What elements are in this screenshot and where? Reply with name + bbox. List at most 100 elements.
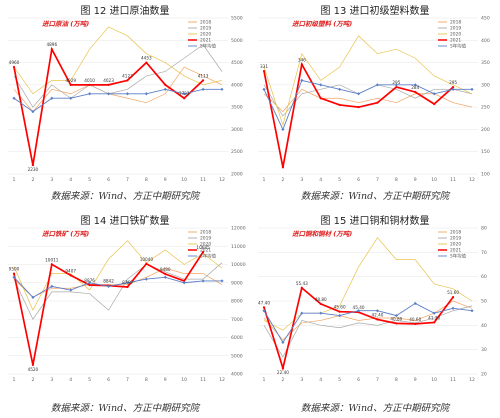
data-point-2021 <box>395 85 398 89</box>
legend-label: 2020 <box>450 242 461 248</box>
figure-title: 图 13 进口初级塑料数量 <box>320 6 430 17</box>
data-point-2021 <box>376 101 379 104</box>
data-point-avg <box>88 281 92 285</box>
data-point-2021 <box>31 163 35 167</box>
data-point-avg <box>31 110 35 114</box>
series-line-2020 <box>263 237 473 331</box>
x-tick-label: 9 <box>164 177 167 183</box>
x-tick-label: 9 <box>414 177 417 183</box>
y-tick-label: 3500 <box>231 105 243 111</box>
data-point-2021 <box>126 285 129 289</box>
figure-title: 图 12 进口原油数量 <box>80 6 170 17</box>
data-point-avg <box>375 309 380 313</box>
x-tick-label: 12 <box>469 377 475 383</box>
data-point-2021 <box>88 283 91 287</box>
data-label: 51.60 <box>447 290 459 295</box>
x-tick-label: 4 <box>319 377 322 383</box>
legend-label: 2021 <box>450 38 461 44</box>
data-point-2021 <box>451 85 455 89</box>
data-point-avg <box>451 87 455 91</box>
y-tick-label: 10000 <box>231 262 246 268</box>
source-note: 数据来源：Wind、方正中期研究院 <box>50 191 200 202</box>
source-note: 数据来源：Wind、方正中期研究院 <box>300 403 450 414</box>
x-tick-label: 6 <box>357 377 360 383</box>
x-tick-label: 11 <box>200 377 206 383</box>
data-point-avg <box>262 87 266 91</box>
data-label: 9500 <box>9 267 20 272</box>
series-line-2019 <box>13 262 223 320</box>
y-tick-label: 20 <box>481 372 487 378</box>
y-tick-label: 5500 <box>231 16 243 22</box>
source-note: 数据来源：Wind、方正中期研究院 <box>300 191 450 202</box>
data-point-2021 <box>164 272 167 276</box>
x-tick-label: 1 <box>13 377 16 383</box>
x-tick-label: 12 <box>219 177 225 183</box>
data-label: 40.60 <box>409 317 421 322</box>
data-point-2021 <box>395 322 398 325</box>
data-point-avg <box>88 92 92 96</box>
data-point-2021 <box>201 250 205 254</box>
x-tick-label: 5 <box>338 177 341 183</box>
legend-label: 2020 <box>200 242 211 248</box>
x-tick-label: 10 <box>431 177 437 183</box>
x-tick-label: 6 <box>107 177 110 183</box>
data-point-2021 <box>414 322 417 325</box>
series-line-2019 <box>13 44 223 108</box>
data-point-2021 <box>183 97 186 100</box>
data-label: 45.60 <box>334 305 346 310</box>
y-tick-label: 450 <box>481 16 490 22</box>
x-tick-label: 12 <box>469 177 475 183</box>
data-point-2021 <box>183 279 186 283</box>
data-point-2021 <box>338 310 341 313</box>
y-tick-label: 8000 <box>231 299 243 305</box>
x-tick-label: 3 <box>50 177 53 183</box>
data-point-2021 <box>12 272 16 275</box>
data-point-2021 <box>376 318 379 321</box>
data-point-2021 <box>414 90 417 94</box>
y-tick-label: 150 <box>481 149 490 155</box>
x-tick-label: 11 <box>450 177 456 183</box>
data-point-2021 <box>300 286 303 289</box>
series-line-2020 <box>13 26 223 95</box>
data-point-2021 <box>145 61 148 64</box>
data-point-avg <box>319 83 323 87</box>
series-line-2018 <box>263 300 473 341</box>
x-tick-label: 10 <box>181 177 187 183</box>
x-tick-label: 3 <box>300 377 303 383</box>
x-tick-label: 7 <box>126 377 129 383</box>
data-point-avg <box>144 92 148 96</box>
x-tick-label: 6 <box>357 177 360 183</box>
data-label: 331 <box>260 64 268 69</box>
y-tick-label: 5000 <box>231 38 243 44</box>
data-label: 10040 <box>140 257 154 262</box>
legend-label: 2018 <box>450 230 461 236</box>
data-point-2021 <box>126 79 129 82</box>
data-point-2021 <box>107 83 110 86</box>
data-point-avg <box>125 92 130 96</box>
data-label: 4023 <box>103 78 114 83</box>
data-point-avg <box>201 87 205 91</box>
legend-label: 5年均值 <box>450 253 467 260</box>
x-tick-label: 9 <box>414 377 417 383</box>
x-tick-label: 1 <box>263 377 266 383</box>
data-label: 4520 <box>28 367 39 372</box>
data-point-avg <box>375 83 380 87</box>
x-tick-label: 2 <box>31 377 34 383</box>
data-label: 9480 <box>160 267 171 272</box>
data-point-2021 <box>433 102 436 106</box>
legend-label: 2019 <box>200 26 211 32</box>
series-line-avg <box>13 88 222 113</box>
data-point-2021 <box>164 83 167 86</box>
legend-label: 2019 <box>450 26 461 32</box>
data-point-avg <box>281 340 285 344</box>
x-tick-label: 11 <box>450 377 456 383</box>
series-line-2018 <box>13 66 223 113</box>
series-line-2020 <box>263 35 473 127</box>
y-tick-label: 12000 <box>231 226 246 232</box>
data-point-avg <box>300 78 304 82</box>
data-point-2021 <box>357 106 360 109</box>
data-label: 295 <box>392 80 400 85</box>
y-tick-label: 80 <box>481 226 487 232</box>
data-point-2021 <box>88 83 91 86</box>
x-tick-label: 2 <box>31 177 34 183</box>
